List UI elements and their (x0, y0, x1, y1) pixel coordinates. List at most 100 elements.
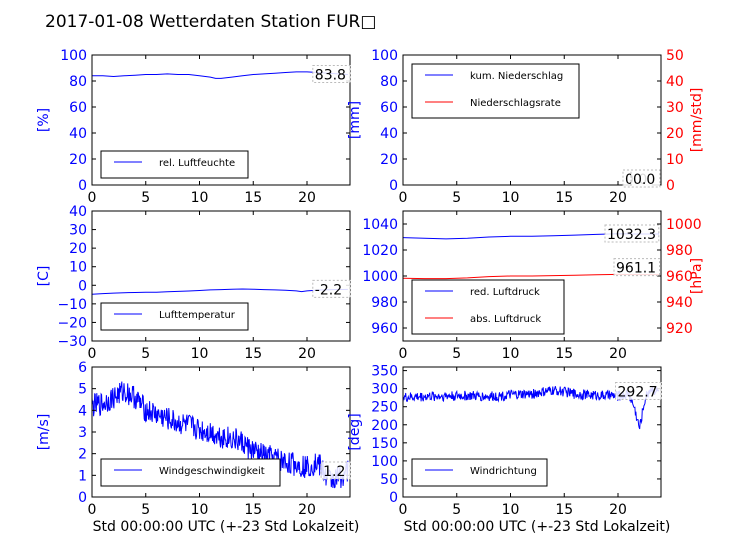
temperature-last-value: -2.2 (315, 282, 342, 298)
humidity-panel: 0 5 10 15 20 0 20 40 60 80 100 [%] 83.8 rel. Luftfeuc… (36, 48, 351, 206)
precipitation-ylabel-right: [mm/std] (689, 88, 705, 153)
humidity-legend-label: rel. Luftfeuchte (159, 158, 235, 169)
humidity-last-value: 83.8 (315, 68, 346, 84)
humidity-legend (100, 150, 249, 179)
humidity-ytick-label: 100 (60, 48, 87, 64)
temperature-xtick-label: 5 (141, 346, 150, 362)
winddirection-ytick-label: 150 (371, 436, 398, 452)
pressure-ytick-label: 1000 (362, 269, 398, 285)
windspeed-xtick-label: 0 (88, 502, 97, 518)
windspeed-panel: 0 5 10 15 20 0 1 2 3 4 5 6 [m/s] Std 00:00:00 UTC (+-… (36, 360, 359, 535)
temperature-axes-frame (91, 210, 351, 342)
winddirection-xtick-label: 5 (452, 502, 461, 518)
pressure-panel: 0 5 10 15 20 960 980 1000 1020 1040 920 940 960 980 10… (362, 210, 705, 362)
winddirection-last-value-box (615, 382, 662, 401)
pressure-legend-label: abs. Luftdruck (470, 314, 541, 325)
pressure-ytick-right-label: 940 (666, 295, 693, 311)
temperature-ytick-label: 30 (69, 223, 87, 239)
pressure-xtick-label: 0 (399, 346, 408, 362)
pressure-last-value: 1032.3 (607, 227, 656, 243)
pressure-xtick-label: 20 (609, 346, 627, 362)
precipitation-last-value-right-box (630, 169, 661, 188)
humidity-ytick-label: 20 (69, 152, 87, 168)
windspeed-ylabel: [m/s] (36, 414, 52, 451)
precipitation-ytick-label: 60 (380, 100, 398, 116)
precipitation-ytick-label: 0 (389, 178, 398, 194)
temperature-ytick-label: 10 (69, 260, 87, 276)
humidity-xtick-label: 15 (244, 190, 262, 206)
temperature-legend (100, 302, 249, 331)
winddirection-last-value: 292.7 (618, 385, 658, 401)
pressure-xtick-label: 10 (502, 346, 520, 362)
windspeed-ytick-label: 4 (78, 403, 87, 419)
winddirection-xtick-label: 0 (399, 502, 408, 518)
humidity-ytick-label: 40 (69, 126, 87, 142)
humidity-xtick-label: 5 (141, 190, 150, 206)
temperature-series-0-line (92, 288, 348, 295)
windspeed-legend (100, 458, 281, 487)
winddirection-ytick-label: 0 (389, 490, 398, 506)
winddirection-ytick-label: 200 (371, 418, 398, 434)
pressure-ytick-right-label: 980 (666, 243, 693, 259)
windspeed-ytick-label: 1 (78, 468, 87, 484)
precipitation-legend (411, 63, 580, 119)
windspeed-ytick-label: 6 (78, 360, 87, 376)
winddirection-legend (411, 458, 548, 487)
winddirection-xtick-label: 10 (502, 502, 520, 518)
pressure-ytick-right-label: 960 (666, 269, 693, 285)
windspeed-xtick-label: 20 (298, 502, 316, 518)
precipitation-ytick-label: 40 (380, 126, 398, 142)
precipitation-legend-label: Niederschlagsrate (470, 98, 561, 109)
humidity-xtick-label: 20 (298, 190, 316, 206)
pressure-last-value-box (604, 224, 660, 243)
precipitation-ytick-right-label: 20 (666, 126, 684, 142)
windspeed-ytick-label: 5 (78, 382, 87, 398)
humidity-xtick-label: 0 (88, 190, 97, 206)
precipitation-ylabel: [mm] (347, 101, 363, 139)
pressure-ytick-right-label: 1000 (666, 217, 702, 233)
pressure-ytick-label: 960 (371, 321, 398, 337)
precipitation-last-value-right: 0.0 (633, 172, 655, 188)
windspeed-last-value: 1.2 (323, 464, 345, 480)
pressure-ytick-label: 1040 (362, 217, 398, 233)
precipitation-xtick-label: 20 (609, 190, 627, 206)
humidity-series-0-line (92, 71, 348, 79)
winddirection-ytick-label: 250 (371, 400, 398, 416)
winddirection-ylabel: [deg] (347, 413, 363, 450)
temperature-xtick-label: 15 (244, 346, 262, 362)
temperature-ytick-label: 20 (69, 241, 87, 257)
temperature-ytick-label: −20 (57, 315, 87, 331)
temperature-xtick-label: 10 (191, 346, 209, 362)
pressure-last-value-right-box (613, 258, 660, 277)
pressure-xtick-label: 5 (452, 346, 461, 362)
precipitation-xtick-label: 0 (399, 190, 408, 206)
pressure-last-value-right: 961.1 (616, 261, 656, 277)
winddirection-ytick-label: 50 (380, 472, 398, 488)
precipitation-ytick-label: 20 (380, 152, 398, 168)
precipitation-xtick-label: 10 (502, 190, 520, 206)
temperature-legend-label: Lufttemperatur (159, 310, 236, 321)
humidity-last-value-box (312, 65, 351, 83)
precipitation-xtick-label: 15 (555, 190, 573, 206)
pressure-ylabel-right: [hPa] (689, 258, 705, 294)
windspeed-legend-label: Windgeschwindigkeit (159, 466, 265, 477)
temperature-ytick-label: −30 (57, 334, 87, 350)
windspeed-xtick-label: 15 (244, 502, 262, 518)
windspeed-ytick-label: 2 (78, 447, 87, 463)
winddirection-ytick-label: 100 (371, 454, 398, 470)
temperature-panel: 0 5 10 15 20 −30 −20 −10 0 10 20 30 40 [C] -2.2 Lufttem… (36, 204, 351, 362)
windspeed-xlabel: Std 00:00:00 UTC (+-23 Std Lokalzeit) (93, 519, 360, 535)
pressure-xtick-label: 15 (555, 346, 573, 362)
windspeed-ytick-label: 3 (78, 425, 87, 441)
humidity-axes-frame (91, 54, 351, 186)
winddirection-xtick-label: 15 (555, 502, 573, 518)
precipitation-xtick-label: 5 (452, 190, 461, 206)
humidity-ytick-label: 60 (69, 100, 87, 116)
precipitation-axes-frame (402, 54, 662, 186)
precipitation-ytick-right-label: 40 (666, 74, 684, 90)
precipitation-ytick-right-label: 0 (666, 178, 675, 194)
humidity-ytick-label: 0 (78, 178, 87, 194)
precipitation-ytick-right-label: 50 (666, 48, 684, 64)
winddirection-axes-frame (402, 366, 662, 498)
